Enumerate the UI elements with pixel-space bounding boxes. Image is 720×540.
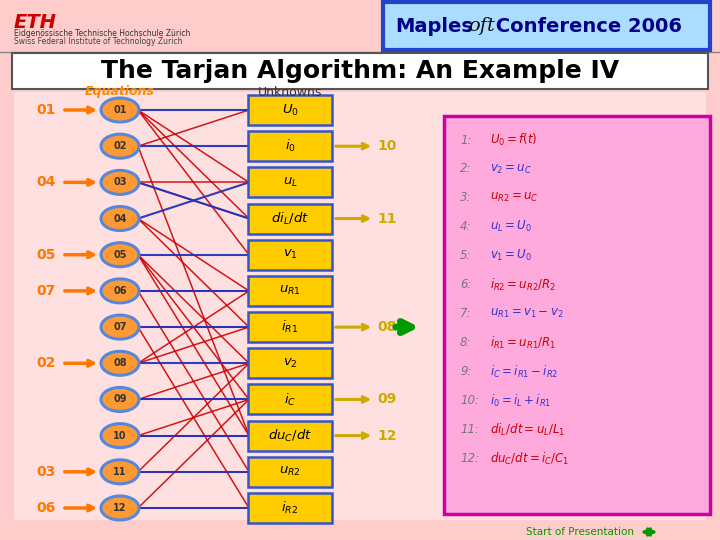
FancyBboxPatch shape	[248, 384, 332, 415]
Text: $u_L = U_0$: $u_L = U_0$	[490, 219, 532, 234]
FancyBboxPatch shape	[248, 240, 332, 269]
Text: $u_L$: $u_L$	[282, 176, 297, 189]
FancyBboxPatch shape	[248, 493, 332, 523]
FancyBboxPatch shape	[248, 421, 332, 451]
Text: 8:: 8:	[460, 336, 472, 349]
Text: $u_{R2}$: $u_{R2}$	[279, 465, 301, 478]
Text: oft: oft	[468, 17, 495, 35]
Text: Swiss Federal Institute of Technology Zurich: Swiss Federal Institute of Technology Zu…	[14, 37, 182, 46]
Ellipse shape	[101, 315, 139, 339]
FancyBboxPatch shape	[248, 348, 332, 379]
FancyBboxPatch shape	[444, 116, 710, 514]
Text: $u_{R2} = u_C$: $u_{R2} = u_C$	[490, 191, 539, 205]
Text: 12: 12	[113, 503, 127, 513]
Text: 08: 08	[113, 358, 127, 368]
Text: 11:: 11:	[460, 423, 479, 436]
Text: Equations: Equations	[85, 85, 155, 98]
Text: 6:: 6:	[460, 278, 472, 291]
Text: 09: 09	[377, 393, 396, 407]
Ellipse shape	[101, 98, 139, 122]
Text: Maples: Maples	[395, 17, 473, 36]
Text: $i_C = i_{R1} - i_{R2}$: $i_C = i_{R1} - i_{R2}$	[490, 363, 558, 380]
Text: 03: 03	[37, 465, 56, 479]
Text: 7:: 7:	[460, 307, 472, 320]
Text: ETH: ETH	[14, 13, 57, 32]
Text: $du_C/dt$: $du_C/dt$	[268, 428, 312, 444]
Text: 9:: 9:	[460, 365, 472, 378]
Ellipse shape	[101, 206, 139, 231]
Ellipse shape	[101, 352, 139, 375]
Text: 11: 11	[377, 212, 397, 226]
Text: 2:: 2:	[460, 163, 472, 176]
Text: Conference 2006: Conference 2006	[489, 17, 682, 36]
Text: 08: 08	[377, 320, 397, 334]
FancyBboxPatch shape	[14, 92, 706, 520]
Text: 02: 02	[37, 356, 56, 370]
Text: Unknowns: Unknowns	[258, 85, 322, 98]
FancyBboxPatch shape	[248, 457, 332, 487]
FancyBboxPatch shape	[248, 276, 332, 306]
Ellipse shape	[101, 279, 139, 303]
Text: 05: 05	[37, 248, 56, 262]
Text: 11: 11	[113, 467, 127, 477]
Text: Eidgenössische Technische Hochschule Zürich: Eidgenössische Technische Hochschule Zür…	[14, 29, 190, 38]
Text: 09: 09	[113, 394, 127, 404]
Text: 10: 10	[377, 139, 397, 153]
Ellipse shape	[101, 424, 139, 448]
Text: $i_{R1} = u_{R1}/ R_1$: $i_{R1} = u_{R1}/ R_1$	[490, 335, 557, 351]
Text: 01: 01	[37, 103, 56, 117]
FancyBboxPatch shape	[0, 0, 720, 60]
FancyBboxPatch shape	[383, 2, 710, 50]
Text: 01: 01	[113, 105, 127, 115]
Text: $u_{R1} = v_1 - v_2$: $u_{R1} = v_1 - v_2$	[490, 307, 564, 320]
Text: $U_0 = f(t)$: $U_0 = f(t)$	[490, 132, 538, 148]
Ellipse shape	[101, 388, 139, 411]
FancyBboxPatch shape	[12, 53, 708, 89]
Text: $i_C$: $i_C$	[284, 392, 296, 408]
Text: 07: 07	[113, 322, 127, 332]
Ellipse shape	[101, 134, 139, 158]
Text: 5:: 5:	[460, 249, 472, 262]
Text: $i_{R2} = u_{R2}/ R_2$: $i_{R2} = u_{R2}/ R_2$	[490, 276, 557, 293]
Text: $u_{R1}$: $u_{R1}$	[279, 285, 301, 298]
Text: 10:: 10:	[460, 394, 479, 407]
Text: $i_{R2}$: $i_{R2}$	[282, 500, 299, 516]
Text: 12: 12	[377, 429, 397, 443]
Text: 04: 04	[113, 213, 127, 224]
Text: $du_C/dt = i_C/ C_1$: $du_C/dt = i_C/ C_1$	[490, 450, 570, 467]
FancyBboxPatch shape	[248, 167, 332, 197]
Text: 12:: 12:	[460, 452, 479, 465]
Text: $v_2 = u_C$: $v_2 = u_C$	[490, 163, 532, 176]
Ellipse shape	[101, 460, 139, 484]
Ellipse shape	[101, 170, 139, 194]
Text: $v_2$: $v_2$	[283, 357, 297, 370]
FancyBboxPatch shape	[248, 95, 332, 125]
Text: 4:: 4:	[460, 220, 472, 233]
Text: $di_L/dt$: $di_L/dt$	[271, 211, 309, 227]
Text: 06: 06	[113, 286, 127, 296]
Ellipse shape	[101, 242, 139, 267]
Text: 04: 04	[37, 176, 56, 190]
Text: $v_1$: $v_1$	[282, 248, 297, 261]
FancyBboxPatch shape	[248, 312, 332, 342]
Text: 3:: 3:	[460, 191, 472, 205]
Text: $U_0$: $U_0$	[282, 103, 299, 118]
Text: $i_{R1}$: $i_{R1}$	[282, 319, 299, 335]
Text: The Tarjan Algorithm: An Example IV: The Tarjan Algorithm: An Example IV	[101, 59, 619, 83]
Text: $v_1 = U_0$: $v_1 = U_0$	[490, 248, 532, 264]
Text: 02: 02	[113, 141, 127, 151]
FancyBboxPatch shape	[248, 131, 332, 161]
Text: 05: 05	[113, 249, 127, 260]
Text: Start of Presentation: Start of Presentation	[526, 527, 634, 537]
Text: 07: 07	[37, 284, 56, 298]
Text: $i_0$: $i_0$	[284, 138, 295, 154]
Text: 1:: 1:	[460, 133, 472, 146]
Text: 06: 06	[37, 501, 56, 515]
FancyBboxPatch shape	[248, 204, 332, 233]
Text: 03: 03	[113, 177, 127, 187]
Text: $di_L/dt = u_L/ L_1$: $di_L/dt = u_L/ L_1$	[490, 422, 565, 437]
Text: $i_0 = i_L + i_{R1}$: $i_0 = i_L + i_{R1}$	[490, 393, 552, 409]
Text: 10: 10	[113, 430, 127, 441]
Ellipse shape	[101, 496, 139, 520]
